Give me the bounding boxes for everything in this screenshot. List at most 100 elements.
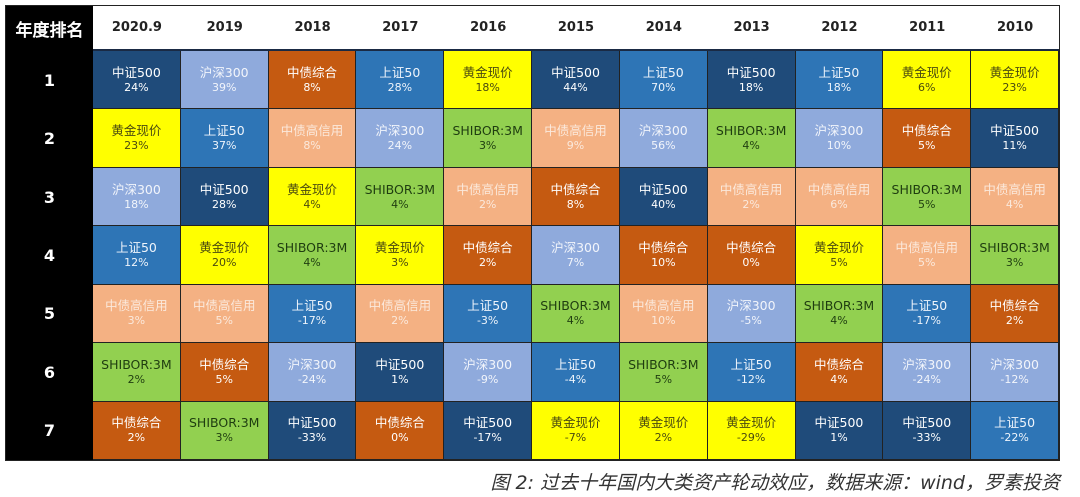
- table-cell: 黄金现价 4%: [268, 167, 357, 227]
- asset-name: 中债综合: [199, 356, 250, 372]
- table-cell: 中证500 24%: [93, 51, 181, 110]
- asset-return: 12%: [124, 255, 149, 269]
- table-cell: 黄金现价 23%: [971, 51, 1059, 110]
- rank-label: 5: [6, 284, 93, 344]
- table-cell: 中证500 44%: [532, 51, 620, 110]
- table-cell: 沪深300 -12%: [971, 343, 1059, 402]
- table-cell: 上证50 -4%: [532, 343, 620, 402]
- asset-return: 5%: [654, 372, 673, 386]
- asset-name: SHIBOR:3M: [715, 123, 787, 139]
- asset-return: 23%: [1002, 80, 1027, 94]
- table-cell: SHIBOR:3M 3%: [180, 401, 269, 460]
- asset-return: -17%: [473, 431, 502, 445]
- asset-return: 56%: [651, 139, 676, 153]
- asset-name: 上证50: [818, 64, 860, 80]
- asset-name: 黄金现价: [726, 415, 777, 431]
- table-cell: 中债综合 10%: [619, 226, 708, 285]
- table-cell: 上证50 -17%: [268, 284, 357, 344]
- table-cell: 中证500 1%: [356, 343, 445, 402]
- asset-name: 中债综合: [374, 415, 425, 431]
- column-header: 2015: [532, 6, 620, 51]
- asset-return: 0%: [391, 431, 409, 445]
- asset-name: 黄金现价: [989, 64, 1040, 80]
- table-cell: 中证500 -33%: [268, 401, 357, 460]
- table-cell: 中债综合 5%: [883, 109, 972, 168]
- table-cell: 中债综合 2%: [93, 401, 181, 460]
- asset-return: 3%: [127, 314, 146, 328]
- table-cell: 黄金现价 -7%: [532, 401, 620, 460]
- asset-return: 70%: [651, 80, 676, 94]
- rank-label: 2: [6, 109, 93, 168]
- table-cell: 沪深300 -5%: [707, 284, 796, 344]
- asset-name: 上证50: [291, 298, 333, 314]
- table-cell: 中债综合 0%: [356, 401, 445, 460]
- asset-name: SHIBOR:3M: [188, 415, 260, 431]
- asset-ranking-table: 年度排名 2020.9 2019 2018 2017 2016 2015 2014 2013 2…: [5, 5, 1060, 461]
- asset-return: -4%: [564, 372, 587, 386]
- table-cell: SHIBOR:3M 4%: [532, 284, 620, 344]
- asset-name: 中证500: [287, 415, 337, 431]
- asset-name: 中债综合: [462, 239, 513, 255]
- table-cell: 中证500 28%: [180, 167, 269, 227]
- table-cell: 中债综合 2%: [971, 284, 1059, 344]
- column-header: 2016: [444, 6, 533, 51]
- asset-return: 24%: [387, 139, 413, 153]
- table-cell: SHIBOR:3M 4%: [356, 167, 445, 227]
- table-cell: 沪深300 -24%: [268, 343, 357, 402]
- asset-return: 28%: [211, 197, 237, 211]
- column-header: 2013: [707, 6, 796, 51]
- asset-name: 中债综合: [901, 123, 952, 139]
- asset-return: 37%: [211, 139, 237, 153]
- asset-return: 2%: [127, 431, 146, 445]
- asset-name: 中债高信用: [983, 181, 1046, 197]
- asset-return: 6%: [830, 197, 848, 211]
- table-cell: 中债高信用 9%: [532, 109, 620, 168]
- asset-return: 3%: [215, 431, 233, 445]
- asset-return: 11%: [1002, 139, 1027, 153]
- asset-name: SHIBOR:3M: [364, 181, 436, 197]
- table-cell: 沪深300 -9%: [444, 343, 533, 402]
- asset-name: 黄金现价: [550, 415, 601, 431]
- asset-name: 黄金现价: [199, 239, 250, 255]
- table-cell: 沪深300 10%: [795, 109, 884, 168]
- table-cell: 中债综合 4%: [795, 343, 884, 402]
- table-cell: 沪深300 56%: [619, 109, 708, 168]
- asset-name: 黄金现价: [901, 64, 952, 80]
- table-cell: 上证50 -17%: [883, 284, 972, 344]
- asset-return: -22%: [1000, 431, 1029, 445]
- asset-name: SHIBOR:3M: [979, 239, 1050, 255]
- table-cell: SHIBOR:3M 5%: [883, 167, 972, 227]
- table-cell: 黄金现价 6%: [883, 51, 972, 110]
- table-cell: 黄金现价 18%: [444, 51, 533, 110]
- asset-name: 中债综合: [287, 64, 338, 80]
- asset-return: 2%: [1005, 314, 1024, 328]
- asset-return: -5%: [740, 314, 762, 328]
- table-cell: 中债高信用 2%: [356, 284, 445, 344]
- asset-name: 上证50: [467, 298, 509, 314]
- column-header: 2011: [883, 6, 972, 51]
- table-cell: 中债高信用 5%: [180, 284, 269, 344]
- asset-return: 8%: [303, 139, 321, 153]
- table-cell: 沪深300 -24%: [883, 343, 972, 402]
- column-header: 2012: [795, 6, 884, 51]
- asset-return: 5%: [918, 139, 936, 153]
- asset-name: 上证50: [203, 123, 245, 139]
- asset-return: -12%: [1000, 372, 1029, 386]
- asset-name: 沪深300: [463, 356, 513, 372]
- asset-return: -17%: [912, 314, 941, 328]
- asset-name: 上证50: [115, 239, 157, 255]
- asset-return: 5%: [918, 255, 936, 269]
- asset-name: 沪深300: [990, 356, 1040, 372]
- table-cell: 上证50 70%: [619, 51, 708, 110]
- table-cell: 中债综合 8%: [532, 167, 620, 227]
- asset-return: -24%: [912, 372, 941, 386]
- asset-name: 沪深300: [726, 298, 776, 314]
- column-header: 2019: [180, 6, 269, 51]
- asset-return: -9%: [476, 372, 499, 386]
- asset-name: 中证500: [638, 181, 688, 197]
- asset-return: 6%: [918, 80, 936, 94]
- table-cell: SHIBOR:3M 2%: [93, 343, 181, 402]
- asset-name: 中证500: [990, 123, 1040, 139]
- asset-return: 24%: [124, 80, 149, 94]
- column-header: 2010: [971, 6, 1059, 51]
